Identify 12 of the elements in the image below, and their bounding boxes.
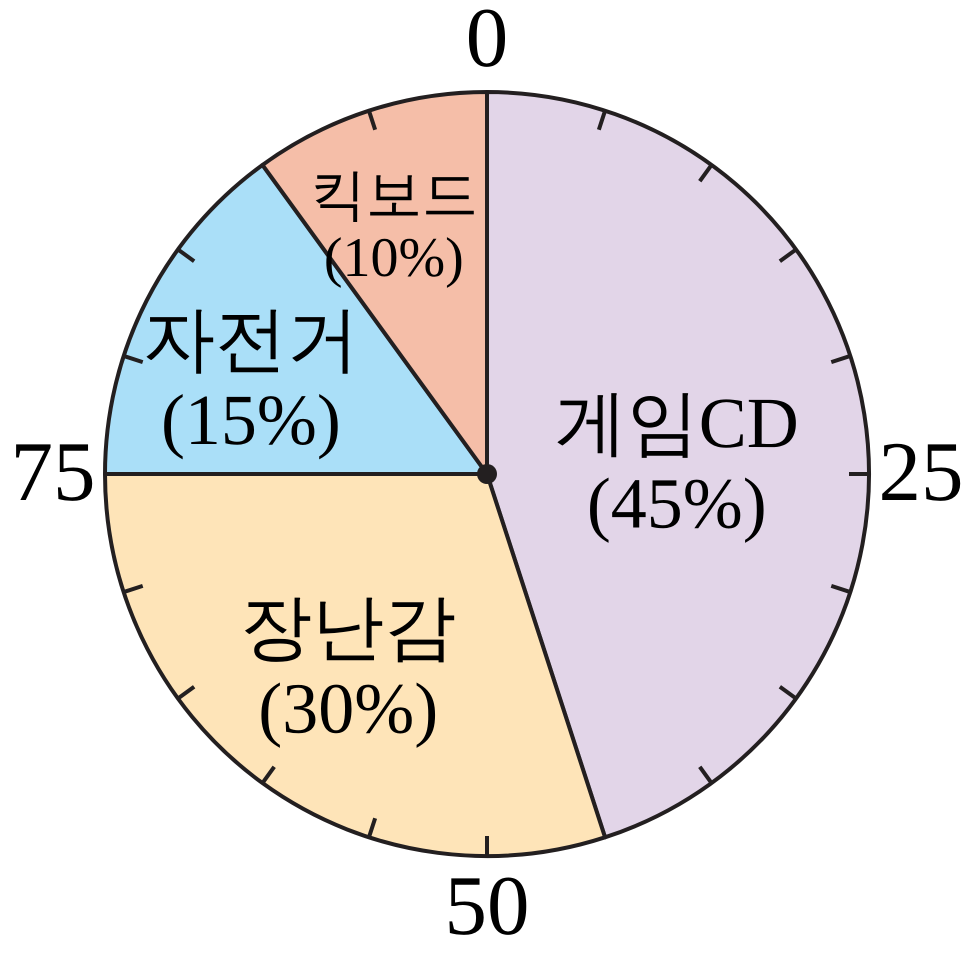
- data-label: (45%): [586, 464, 767, 544]
- slice-label: 자전거: [142, 299, 359, 380]
- slice-label: 게임CD: [554, 382, 799, 463]
- text: 75: [10, 425, 96, 519]
- data-label: (15%): [160, 380, 341, 460]
- data-label: (10%): [324, 226, 464, 289]
- legend-label: 장난감: [240, 588, 456, 668]
- text: 0: [466, 0, 508, 85]
- slice-label: 킥보드: [310, 164, 478, 226]
- text: 25: [878, 425, 964, 519]
- data-label: (30%): [258, 668, 438, 748]
- text: 50: [444, 859, 530, 953]
